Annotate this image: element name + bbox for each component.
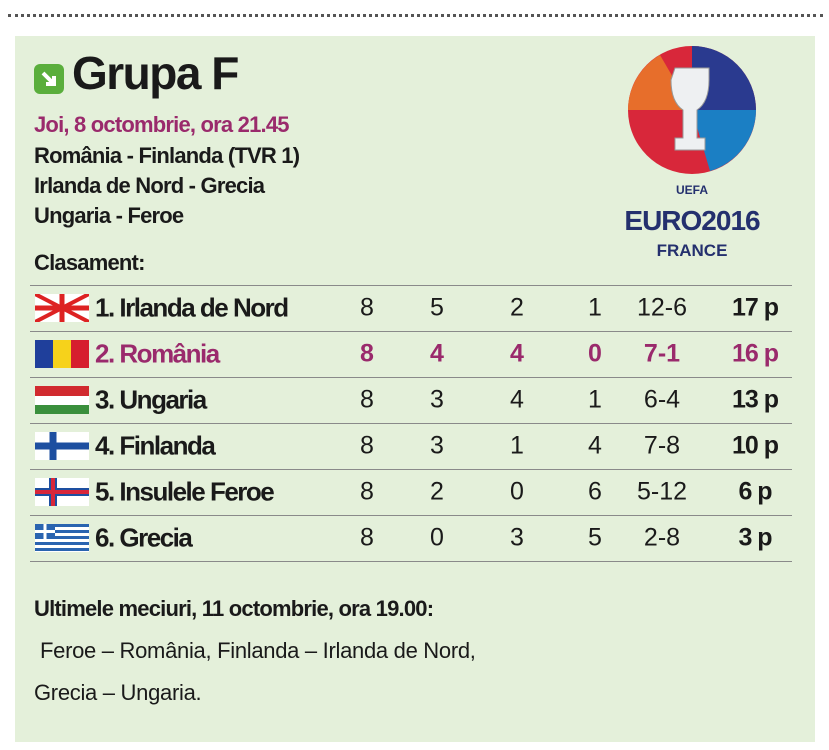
stat: 8 — [360, 293, 374, 322]
points: 10 p — [731, 431, 779, 460]
row-divider — [30, 377, 792, 378]
footer-line: Grecia – Ungaria. — [34, 680, 202, 705]
stat: 6 — [588, 477, 602, 506]
flag — [35, 432, 89, 460]
stat: 4 — [588, 431, 602, 460]
stat: 5-12 — [636, 477, 688, 506]
logo-main: EURO2016 — [624, 205, 760, 236]
flag — [35, 478, 89, 506]
flag — [35, 294, 89, 322]
points: 13 p — [731, 385, 779, 414]
team-name: 3. Ungaria — [95, 384, 207, 415]
arrow-icon — [34, 64, 64, 94]
stat: 1 — [588, 385, 602, 414]
points: 16 p — [731, 339, 779, 368]
standings-label: Clasament: — [34, 250, 145, 275]
stat: 1 — [510, 431, 524, 460]
stat: 8 — [360, 477, 374, 506]
team-name: 4. Finlanda — [95, 430, 216, 461]
stat: 4 — [510, 339, 524, 368]
match: Ungaria - Feroe — [34, 203, 184, 228]
stat: 8 — [360, 431, 374, 460]
stat: 8 — [360, 339, 374, 368]
team-name: 5. Insulele Feroe — [95, 476, 275, 507]
row-divider — [30, 331, 792, 332]
stat: 2-8 — [643, 523, 681, 552]
flag — [35, 386, 89, 414]
stat: 8 — [360, 523, 374, 552]
footer-title: Ultimele meciuri, 11 octombrie, ora 19.0… — [34, 596, 434, 621]
flag — [35, 340, 89, 368]
stat: 2 — [510, 293, 524, 322]
stat: 7-8 — [643, 431, 681, 460]
euro-logo: UEFA EURO2016 FRANCE — [624, 46, 761, 260]
flag — [35, 524, 89, 552]
title: Grupa F — [72, 47, 239, 99]
points: 3 p — [738, 523, 772, 552]
date: Joi, 8 octombrie, ora 21.45 — [34, 112, 290, 137]
row-divider — [30, 561, 792, 562]
stat: 12-6 — [636, 293, 688, 322]
stat: 5 — [588, 523, 602, 552]
stat: 7-1 — [643, 339, 681, 368]
match: Irlanda de Nord - Grecia — [34, 173, 265, 198]
footer-line: Feroe – România, Finlanda – Irlanda de N… — [40, 638, 476, 663]
stat: 4 — [510, 385, 524, 414]
stat: 4 — [430, 339, 444, 368]
stat: 0 — [588, 339, 602, 368]
stat: 3 — [430, 385, 444, 414]
row-divider — [30, 515, 792, 516]
stat: 8 — [360, 385, 374, 414]
row-divider — [30, 423, 792, 424]
match: România - Finlanda (TVR 1) — [34, 143, 300, 168]
stat: 0 — [510, 477, 524, 506]
team-name: 2. România — [95, 338, 220, 369]
stat: 5 — [430, 293, 444, 322]
stat: 0 — [430, 523, 444, 552]
stat: 2 — [430, 477, 444, 506]
team-name: 1. Irlanda de Nord — [95, 292, 289, 323]
row-divider — [30, 469, 792, 470]
row-divider — [30, 285, 792, 286]
logo-top: UEFA — [676, 183, 708, 197]
points: 17 p — [731, 293, 779, 322]
team-name: 6. Grecia — [95, 522, 193, 553]
stat: 6-4 — [643, 385, 681, 414]
dotted-rule — [8, 14, 823, 17]
logo-bottom: FRANCE — [657, 241, 728, 260]
stat: 3 — [510, 523, 524, 552]
stat: 3 — [430, 431, 444, 460]
stat: 1 — [588, 293, 602, 322]
points: 6 p — [738, 477, 772, 506]
